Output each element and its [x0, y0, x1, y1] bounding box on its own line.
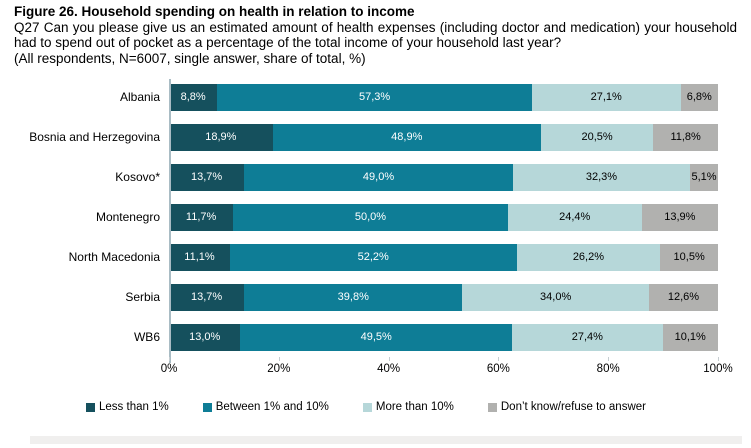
bar-segment: 27,4%: [512, 323, 663, 351]
x-tick-mark: [388, 357, 390, 361]
bar-segment: 27,1%: [531, 83, 681, 111]
bar-row: North Macedonia 11,1% 52,2% 26,2% 10,5%: [14, 237, 718, 277]
legend-swatch-icon: [487, 402, 497, 412]
bar-segment: 52,2%: [229, 243, 517, 271]
bar-segment: 10,5%: [660, 243, 718, 271]
survey-question: Q27 Can you please give us an estimated …: [14, 19, 737, 51]
bar-segment: 24,4%: [507, 203, 642, 231]
category-label: WB6: [133, 330, 160, 344]
x-tick-label: 40%: [377, 363, 401, 375]
bar-track: 11,7% 50,0% 24,4% 13,9%: [169, 203, 718, 231]
bar-segment: 32,3%: [512, 163, 691, 191]
plot-area: Albania 8,8% 57,3% 27,1% 6,8% Bosnia and Herz…: [14, 77, 718, 363]
x-tick-label: 20%: [267, 363, 291, 375]
bar-track: 11,1% 52,2% 26,2% 10,5%: [169, 243, 718, 271]
stacked-bar-chart: Albania 8,8% 57,3% 27,1% 6,8% Bosnia and Herz…: [14, 77, 733, 413]
bar-track: 18,9% 48,9% 20,5% 11,8%: [169, 123, 718, 151]
bar-segment: 13,9%: [641, 203, 718, 231]
category-label: Montenegro: [95, 210, 160, 224]
bar-segment: 8,8%: [169, 83, 218, 111]
category-label: Albania: [119, 90, 160, 104]
legend-label: Less than 1%: [99, 401, 169, 413]
bar-segment: 34,0%: [462, 283, 649, 311]
figure-title: Figure 26. Household spending on health …: [14, 4, 415, 19]
x-tick-label: 100%: [703, 363, 733, 375]
category-label: Serbia: [125, 290, 160, 304]
y-axis-line: [169, 79, 171, 363]
bar-segment: 20,5%: [540, 123, 654, 151]
bar-segment: 13,7%: [169, 163, 245, 191]
x-tick-mark: [169, 357, 170, 361]
bar-row: Albania 8,8% 57,3% 27,1% 6,8%: [14, 77, 718, 117]
bar-segment: 48,9%: [272, 123, 541, 151]
legend-swatch-icon: [86, 402, 96, 412]
bar-segment: 12,6%: [648, 283, 718, 311]
legend-item: Don’t know/refuse to answer: [487, 401, 646, 413]
bar-segment: 11,7%: [169, 203, 234, 231]
bar-track: 8,8% 57,3% 27,1% 6,8%: [169, 83, 718, 111]
bar-track: 13,7% 49,0% 32,3% 5,1%: [169, 163, 718, 191]
x-tick-mark: [608, 357, 610, 361]
legend-swatch-icon: [362, 402, 372, 412]
legend-item: More than 10%: [362, 401, 454, 413]
bar-segment: 49,5%: [240, 323, 513, 351]
legend: Less than 1% Between 1% and 10% More than …: [14, 401, 718, 413]
bar-segment: 6,8%: [680, 83, 718, 111]
legend-label: Between 1% and 10%: [215, 401, 329, 413]
bar-segment: 18,9%: [169, 123, 273, 151]
category-label: Bosnia and Herzegovina: [29, 130, 160, 144]
sample-note: (All respondents, N=6007, single answer,…: [14, 50, 366, 66]
bottom-strip: [30, 436, 742, 444]
x-tick-label: 0%: [160, 363, 178, 375]
bar-segment: 10,1%: [662, 323, 718, 351]
bar-track: 13,7% 39,8% 34,0% 12,6%: [169, 283, 718, 311]
category-label: North Macedonia: [68, 250, 160, 264]
bar-segment: 13,7%: [169, 283, 245, 311]
bar-segment: 5,1%: [690, 163, 718, 191]
legend-label: Don’t know/refuse to answer: [500, 401, 646, 413]
x-tick-mark: [498, 357, 500, 361]
bar-row: Montenegro 11,7% 50,0% 24,4% 13,9%: [14, 197, 718, 237]
bar-segment: 57,3%: [217, 83, 532, 111]
x-axis: 0% 20% 40% 60% 80% 100%: [161, 357, 733, 381]
bar-segment: 50,0%: [233, 203, 508, 231]
x-tick-label: 60%: [486, 363, 510, 375]
bar-segment: 26,2%: [516, 243, 661, 271]
chart-header: Figure 26. Household spending on health …: [0, 0, 751, 66]
bar-segment: 49,0%: [244, 163, 513, 191]
bar-segment: 11,1%: [169, 243, 230, 271]
x-tick-mark: [718, 357, 719, 361]
bar-segment: 11,8%: [653, 123, 718, 151]
bar-row: Kosovo* 13,7% 49,0% 32,3% 5,1%: [14, 157, 718, 197]
legend-swatch-icon: [202, 402, 212, 412]
x-tick-mark: [278, 357, 280, 361]
bar-row: Serbia 13,7% 39,8% 34,0% 12,6%: [14, 277, 718, 317]
category-label: Kosovo*: [115, 170, 160, 184]
legend-label: More than 10%: [375, 401, 454, 413]
bar-row: WB6 13,0% 49,5% 27,4% 10,1%: [14, 317, 718, 357]
x-tick-label: 80%: [596, 363, 620, 375]
legend-item: Between 1% and 10%: [202, 401, 329, 413]
bar-segment: 13,0%: [169, 323, 241, 351]
bar-segment: 39,8%: [244, 283, 463, 311]
bar-track: 13,0% 49,5% 27,4% 10,1%: [169, 323, 718, 351]
bar-row: Bosnia and Herzegovina 18,9% 48,9% 20,5% 11,…: [14, 117, 718, 157]
legend-item: Less than 1%: [86, 401, 169, 413]
